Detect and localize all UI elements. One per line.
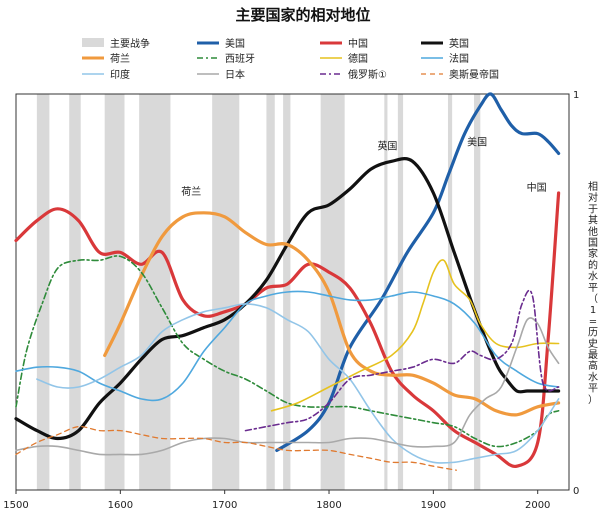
line-annotation: 荷兰 [181,185,201,198]
legend-label: 荷兰 [110,52,130,65]
war-band [266,94,275,490]
series-line [270,259,560,412]
war-band [447,94,453,490]
legend-label: 奥斯曼帝国 [449,68,499,81]
x-tick-label: 2000 [525,500,550,511]
legend-label: 德国 [348,52,368,65]
y-tick-label: 0 [573,486,579,497]
war-band [36,94,50,490]
legend-label: 主要战争 [110,37,150,50]
war-band [69,94,81,490]
series-line [15,255,560,448]
legend-label: 法国 [449,52,469,65]
legend-swatch [82,38,104,47]
series-line [15,317,560,456]
war-bands [36,94,481,490]
war-band [474,94,481,490]
x-tick-label: 1700 [212,500,237,511]
legend-label: 西班牙 [225,53,255,65]
legend-label: 中国 [348,37,368,50]
war-band [212,94,240,490]
war-band [139,94,171,490]
x-tick-label: 1800 [316,500,341,511]
y-axis-label-text: 相对于其他国家的水平（ 1 =历史最高水平） [588,180,598,406]
chart-title: 主要国家的相对地位 [235,6,370,24]
x-tick-label: 1500 [3,500,28,511]
series-line [275,92,561,452]
legend-label: 俄罗斯① [348,68,387,81]
legend-label: 印度 [110,68,130,81]
series-line [15,290,560,402]
x-tick-label: 1900 [421,500,446,511]
line-annotation: 中国 [527,181,547,194]
y-tick-label: 1 [573,90,579,101]
y-axis-label: 相对于其他国家的水平（ 1 =历史最高水平） [588,180,598,406]
y-axis: 01 [573,90,579,497]
legend-label: 英国 [449,37,469,50]
x-axis: 1500 1600 1700 1800 1900 2000 [3,490,550,511]
line-annotation: 美国 [467,135,487,148]
series-lines [14,92,561,471]
legend-label: 日本 [225,68,245,81]
line-annotation: 英国 [377,139,397,152]
plot-frame [15,93,570,491]
legend-label: 美国 [225,37,245,50]
x-tick-label: 1600 [108,500,133,511]
series-line [14,191,561,469]
war-band [397,94,404,490]
series-line [36,303,560,464]
war-band [320,94,345,490]
series-line [15,425,457,471]
